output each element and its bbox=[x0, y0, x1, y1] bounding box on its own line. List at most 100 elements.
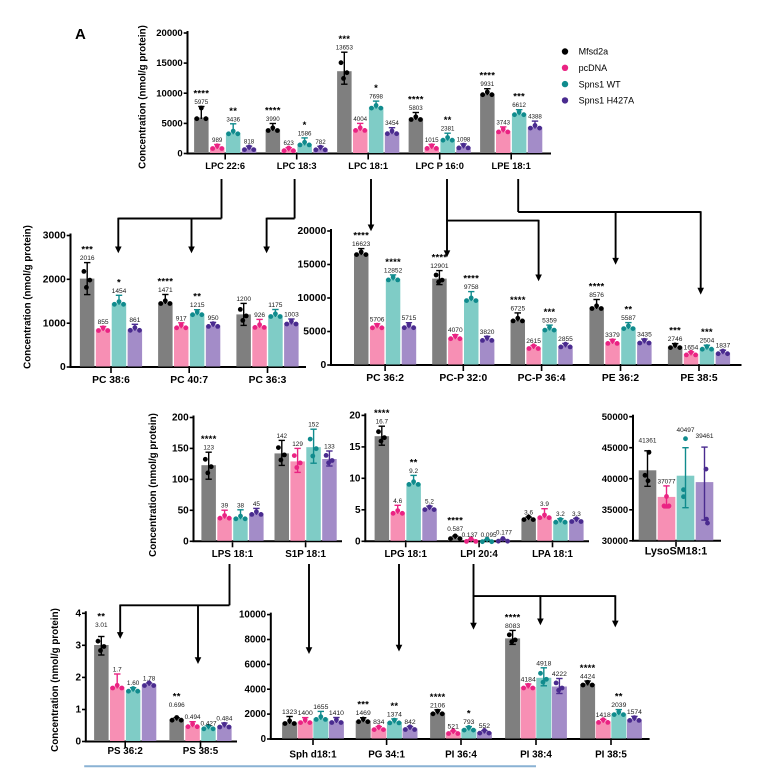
svg-text:2381: 2381 bbox=[441, 126, 455, 133]
svg-text:****: **** bbox=[510, 295, 526, 306]
svg-text:1469: 1469 bbox=[356, 710, 371, 717]
svg-text:552: 552 bbox=[479, 723, 491, 730]
svg-text:1586: 1586 bbox=[298, 130, 312, 137]
svg-text:37077: 37077 bbox=[657, 478, 675, 485]
svg-text:3.01: 3.01 bbox=[95, 622, 108, 629]
svg-text:3379: 3379 bbox=[605, 332, 620, 339]
svg-text:1.7: 1.7 bbox=[113, 667, 122, 674]
svg-text:2039: 2039 bbox=[611, 702, 626, 709]
svg-text:PS 36:2: PS 36:2 bbox=[107, 746, 143, 757]
svg-text:12901: 12901 bbox=[430, 263, 449, 270]
svg-text:1323: 1323 bbox=[282, 709, 297, 716]
svg-text:1655: 1655 bbox=[313, 704, 328, 711]
svg-text:***: *** bbox=[701, 327, 713, 338]
svg-text:****: **** bbox=[194, 89, 210, 100]
svg-text:**: ** bbox=[391, 701, 399, 712]
svg-text:834: 834 bbox=[373, 719, 385, 726]
svg-text:LPA 18:1: LPA 18:1 bbox=[532, 549, 573, 560]
svg-text:1200: 1200 bbox=[236, 296, 251, 303]
svg-text:100: 100 bbox=[172, 475, 189, 486]
svg-text:12852: 12852 bbox=[384, 267, 403, 274]
svg-text:20000: 20000 bbox=[156, 28, 182, 39]
svg-text:**: ** bbox=[229, 106, 237, 117]
svg-text:5359: 5359 bbox=[542, 318, 557, 325]
svg-text:5803: 5803 bbox=[409, 105, 423, 112]
svg-text:1: 1 bbox=[75, 705, 81, 716]
svg-text:861: 861 bbox=[129, 317, 140, 324]
svg-text:20000: 20000 bbox=[298, 226, 327, 237]
svg-text:**: ** bbox=[193, 292, 201, 303]
svg-text:16623: 16623 bbox=[352, 241, 371, 248]
svg-text:****: **** bbox=[430, 692, 446, 703]
svg-text:0.484: 0.484 bbox=[216, 716, 232, 723]
svg-text:4424: 4424 bbox=[580, 674, 595, 681]
svg-text:1003: 1003 bbox=[284, 312, 299, 319]
svg-text:39: 39 bbox=[221, 503, 229, 510]
svg-text:LPG 18:1: LPG 18:1 bbox=[384, 549, 427, 560]
svg-text:PG 34:1: PG 34:1 bbox=[368, 750, 405, 761]
svg-text:***: *** bbox=[338, 34, 350, 45]
svg-text:A: A bbox=[75, 26, 86, 43]
svg-text:0.587: 0.587 bbox=[447, 526, 463, 533]
svg-text:**: ** bbox=[615, 692, 623, 703]
svg-text:****: **** bbox=[201, 434, 217, 445]
svg-text:4.6: 4.6 bbox=[393, 498, 402, 505]
svg-text:****: **** bbox=[158, 277, 174, 288]
svg-text:3454: 3454 bbox=[385, 120, 399, 127]
svg-text:Spns1 H427A: Spns1 H427A bbox=[579, 96, 635, 106]
svg-text:4004: 4004 bbox=[353, 116, 367, 123]
svg-text:45000: 45000 bbox=[602, 443, 628, 454]
svg-text:3: 3 bbox=[75, 640, 81, 651]
svg-text:35000: 35000 bbox=[602, 505, 628, 516]
svg-text:LysoSM18:1: LysoSM18:1 bbox=[645, 545, 708, 557]
svg-text:855: 855 bbox=[98, 319, 109, 326]
svg-text:1654: 1654 bbox=[684, 344, 699, 351]
svg-text:*: * bbox=[117, 277, 121, 288]
svg-text:7698: 7698 bbox=[369, 94, 383, 101]
svg-text:782: 782 bbox=[315, 139, 326, 146]
svg-text:**: ** bbox=[625, 305, 633, 316]
svg-text:pcDNA: pcDNA bbox=[579, 63, 608, 73]
svg-text:142: 142 bbox=[276, 433, 287, 440]
svg-text:15000: 15000 bbox=[156, 58, 182, 69]
svg-text:1418: 1418 bbox=[596, 712, 611, 719]
svg-text:16.7: 16.7 bbox=[376, 419, 389, 426]
svg-text:5000: 5000 bbox=[303, 327, 326, 338]
svg-text:*: * bbox=[374, 83, 378, 94]
svg-text:Concentration (nmol/g protein): Concentration (nmol/g protein) bbox=[148, 413, 159, 557]
svg-text:8000: 8000 bbox=[244, 635, 266, 646]
svg-text:****: **** bbox=[505, 612, 521, 623]
svg-text:PC 38:6: PC 38:6 bbox=[92, 375, 130, 386]
svg-text:1574: 1574 bbox=[627, 709, 642, 716]
svg-text:4918: 4918 bbox=[536, 660, 551, 667]
svg-text:0: 0 bbox=[183, 536, 189, 547]
svg-text:3000: 3000 bbox=[43, 231, 66, 242]
svg-text:1175: 1175 bbox=[268, 302, 283, 309]
svg-text:PI 36:4: PI 36:4 bbox=[445, 750, 477, 761]
svg-text:1215: 1215 bbox=[190, 302, 205, 309]
svg-text:5000: 5000 bbox=[162, 119, 183, 130]
svg-text:***: *** bbox=[357, 700, 369, 711]
svg-text:3820: 3820 bbox=[480, 329, 495, 336]
svg-text:LPI 20:4: LPI 20:4 bbox=[460, 549, 498, 560]
svg-text:*: * bbox=[303, 120, 307, 131]
svg-text:3990: 3990 bbox=[266, 116, 280, 123]
svg-text:****: **** bbox=[447, 516, 463, 527]
svg-text:LPC P 16:0: LPC P 16:0 bbox=[415, 161, 463, 171]
svg-text:1454: 1454 bbox=[112, 288, 127, 295]
svg-text:PC-P 36:4: PC-P 36:4 bbox=[518, 373, 566, 384]
svg-text:6000: 6000 bbox=[244, 660, 266, 671]
svg-text:20: 20 bbox=[349, 411, 361, 422]
svg-text:Sph d18:1: Sph d18:1 bbox=[289, 750, 337, 761]
svg-text:LPC 18:1: LPC 18:1 bbox=[348, 161, 388, 171]
svg-text:PC 36:2: PC 36:2 bbox=[366, 373, 404, 384]
svg-text:****: **** bbox=[432, 253, 448, 264]
svg-text:0: 0 bbox=[355, 536, 361, 547]
svg-text:0: 0 bbox=[320, 360, 326, 371]
svg-text:1400: 1400 bbox=[298, 710, 313, 717]
svg-text:50000: 50000 bbox=[602, 412, 628, 423]
svg-text:129: 129 bbox=[292, 441, 303, 448]
svg-text:9758: 9758 bbox=[464, 284, 479, 291]
svg-text:**: ** bbox=[410, 457, 418, 468]
svg-text:4388: 4388 bbox=[528, 114, 542, 121]
